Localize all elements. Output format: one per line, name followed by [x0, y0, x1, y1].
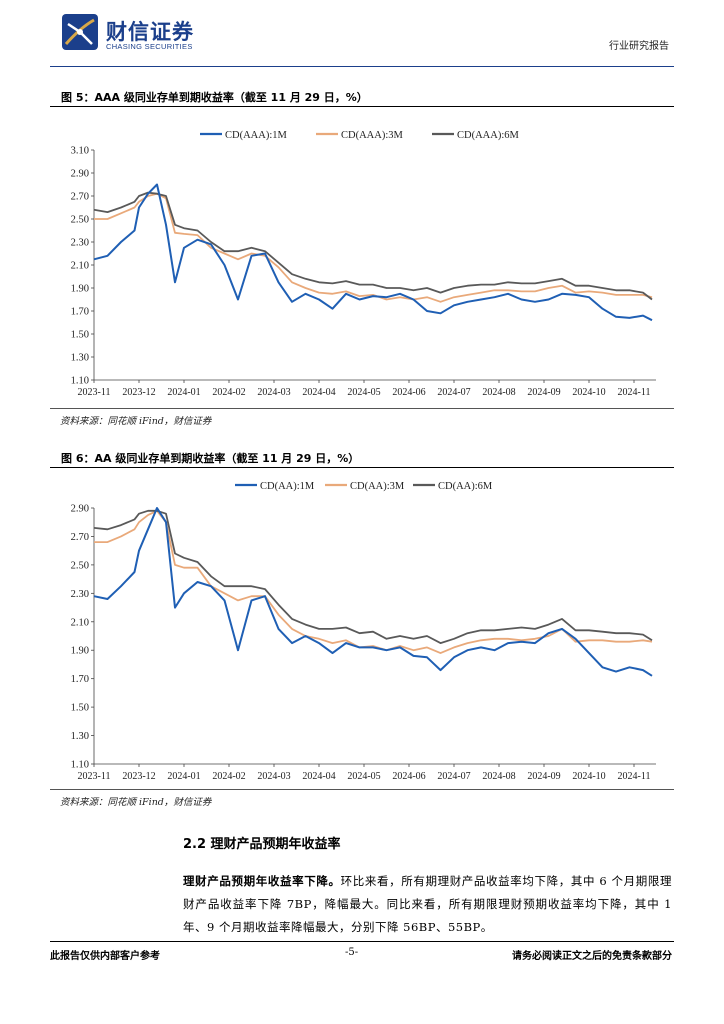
y-tick-label: 2.10: [71, 617, 89, 628]
y-tick-label: 1.30: [71, 353, 89, 364]
legend-label: CD(AAA):6M: [457, 130, 519, 141]
legend-label: CD(AA):3M: [350, 481, 405, 492]
figure5-source-rule: [50, 408, 674, 409]
logo-text-en: CHASING SECURITIES: [106, 42, 193, 51]
figure6-source-rule: [50, 789, 674, 790]
figure6-source: 资料来源：同花顺 iFind，财信证券: [60, 797, 212, 808]
y-tick-label: 1.50: [71, 330, 89, 341]
x-tick-label: 2024-09: [527, 771, 560, 782]
y-tick-label: 1.50: [71, 703, 89, 714]
page-header: 财信证券 CHASING SECURITIES 行业研究报告: [0, 0, 724, 70]
x-tick-label: 2023-12: [122, 771, 155, 782]
y-tick-label: 2.30: [71, 238, 89, 249]
x-tick-label: 2024-04: [302, 387, 335, 398]
y-tick-label: 2.90: [71, 169, 89, 180]
x-tick-label: 2024-02: [212, 771, 245, 782]
y-tick-label: 1.90: [71, 284, 89, 295]
y-tick-label: 1.30: [71, 731, 89, 742]
footer-divider: [50, 941, 674, 942]
legend-label: CD(AAA):1M: [225, 130, 287, 141]
figure6-title-text: 图 6：AA 级同业存单到期收益率（截至 11 月 29 日，%）: [61, 452, 360, 465]
x-tick-label: 2024-04: [302, 771, 335, 782]
paragraph-body: 环比来看，所有期理财产品收益率均下降，其中 6 个月期限理财产品收益率下降 7B…: [183, 874, 673, 934]
footer-disclaimer-right: 请务必阅读正文之后的免责条款部分: [512, 951, 672, 962]
x-tick-label: 2024-03: [257, 771, 290, 782]
y-tick-label: 1.70: [71, 307, 89, 318]
report-type: 行业研究报告: [609, 41, 669, 52]
figure5-chart: 1.10 1.30 1.50 1.70 1.90 2.10 2.30 2.50 2.70 2.90…: [50, 124, 674, 406]
x-tick-label: 2024-07: [437, 387, 470, 398]
section-heading: 2.2 理财产品预期年收益率: [183, 837, 341, 852]
logo-mark-icon: [62, 14, 98, 50]
series-line-CD(AAA):1M: [93, 183, 653, 322]
x-tick-label: 2024-01: [167, 387, 200, 398]
y-tick-label: 2.70: [71, 192, 89, 203]
figure5-title-rule: [50, 106, 674, 107]
footer-disclaimer-left: 此报告仅供内部客户参考: [50, 951, 160, 962]
x-tick-label: 2023-11: [78, 387, 111, 398]
x-tick-label: 2024-08: [482, 387, 515, 398]
x-tick-label: 2024-05: [347, 387, 380, 398]
figure6-chart: 1.10 1.30 1.50 1.70 1.90 2.10 2.30 2.50 2.70 2.90…: [50, 472, 674, 782]
logo-text-cn: 财信证券: [106, 20, 194, 44]
section-paragraph: 理财产品预期年收益率下降。环比来看，所有期理财产品收益率均下降，其中 6 个月期…: [183, 870, 672, 939]
y-tick-label: 3.10: [71, 146, 89, 157]
header-divider: [50, 66, 674, 67]
aaa-yield-chart: 1.10 1.30 1.50 1.70 1.90 2.10 2.30 2.50 2.70 2.90…: [71, 130, 656, 398]
y-tick-label: 1.70: [71, 674, 89, 685]
figure6-title: 图 6：AA 级同业存单到期收益率（截至 11 月 29 日，%）: [50, 447, 674, 468]
y-tick-label: 1.10: [71, 376, 89, 387]
y-tick-label: 1.90: [71, 646, 89, 657]
x-tick-label: 2024-10: [572, 771, 605, 782]
paragraph-lead: 理财产品预期年收益率下降。: [183, 874, 341, 888]
series-line-CD(AA):6M: [93, 509, 653, 644]
x-tick-label: 2024-11: [618, 387, 651, 398]
x-tick-label: 2024-07: [437, 771, 470, 782]
y-tick-label: 2.30: [71, 589, 89, 600]
legend-label: CD(AA):1M: [260, 481, 315, 492]
legend-label: CD(AAA):3M: [341, 130, 403, 141]
x-tick-label: 2024-02: [212, 387, 245, 398]
series-line-CD(AA):1M: [93, 507, 653, 677]
x-tick-label: 2024-06: [392, 387, 425, 398]
legend-label: CD(AA):6M: [438, 481, 493, 492]
y-tick-label: 2.70: [71, 532, 89, 543]
y-tick-label: 2.50: [71, 560, 89, 571]
company-logo: 财信证券 CHASING SECURITIES: [62, 14, 232, 54]
x-tick-label: 2024-05: [347, 771, 380, 782]
figure6-title-rule: [50, 467, 674, 468]
page-number: -5-: [345, 947, 359, 958]
x-tick-label: 2024-09: [527, 387, 560, 398]
y-tick-label: 2.90: [71, 504, 89, 515]
y-tick-label: 2.50: [71, 215, 89, 226]
y-tick-label: 2.10: [71, 261, 89, 272]
x-tick-label: 2023-12: [122, 387, 155, 398]
figure5-title: 图 5：AAA 级同业存单到期收益率（截至 11 月 29 日，%）: [50, 86, 674, 107]
series-line-CD(AAA):3M: [94, 192, 653, 303]
x-tick-label: 2024-11: [618, 771, 651, 782]
series-line-CD(AAA):6M: [93, 191, 653, 301]
x-tick-label: 2024-08: [482, 771, 515, 782]
x-tick-label: 2023-11: [78, 771, 111, 782]
x-tick-label: 2024-01: [167, 771, 200, 782]
x-tick-label: 2024-10: [572, 387, 605, 398]
figure5-title-text: 图 5：AAA 级同业存单到期收益率（截至 11 月 29 日，%）: [61, 91, 368, 104]
x-tick-label: 2024-03: [257, 387, 290, 398]
y-tick-label: 1.10: [71, 760, 89, 771]
figure5-source: 资料来源：同花顺 iFind，财信证券: [60, 416, 212, 427]
x-tick-label: 2024-06: [392, 771, 425, 782]
aa-yield-chart: 1.10 1.30 1.50 1.70 1.90 2.10 2.30 2.50 2.70 2.90…: [71, 481, 656, 782]
